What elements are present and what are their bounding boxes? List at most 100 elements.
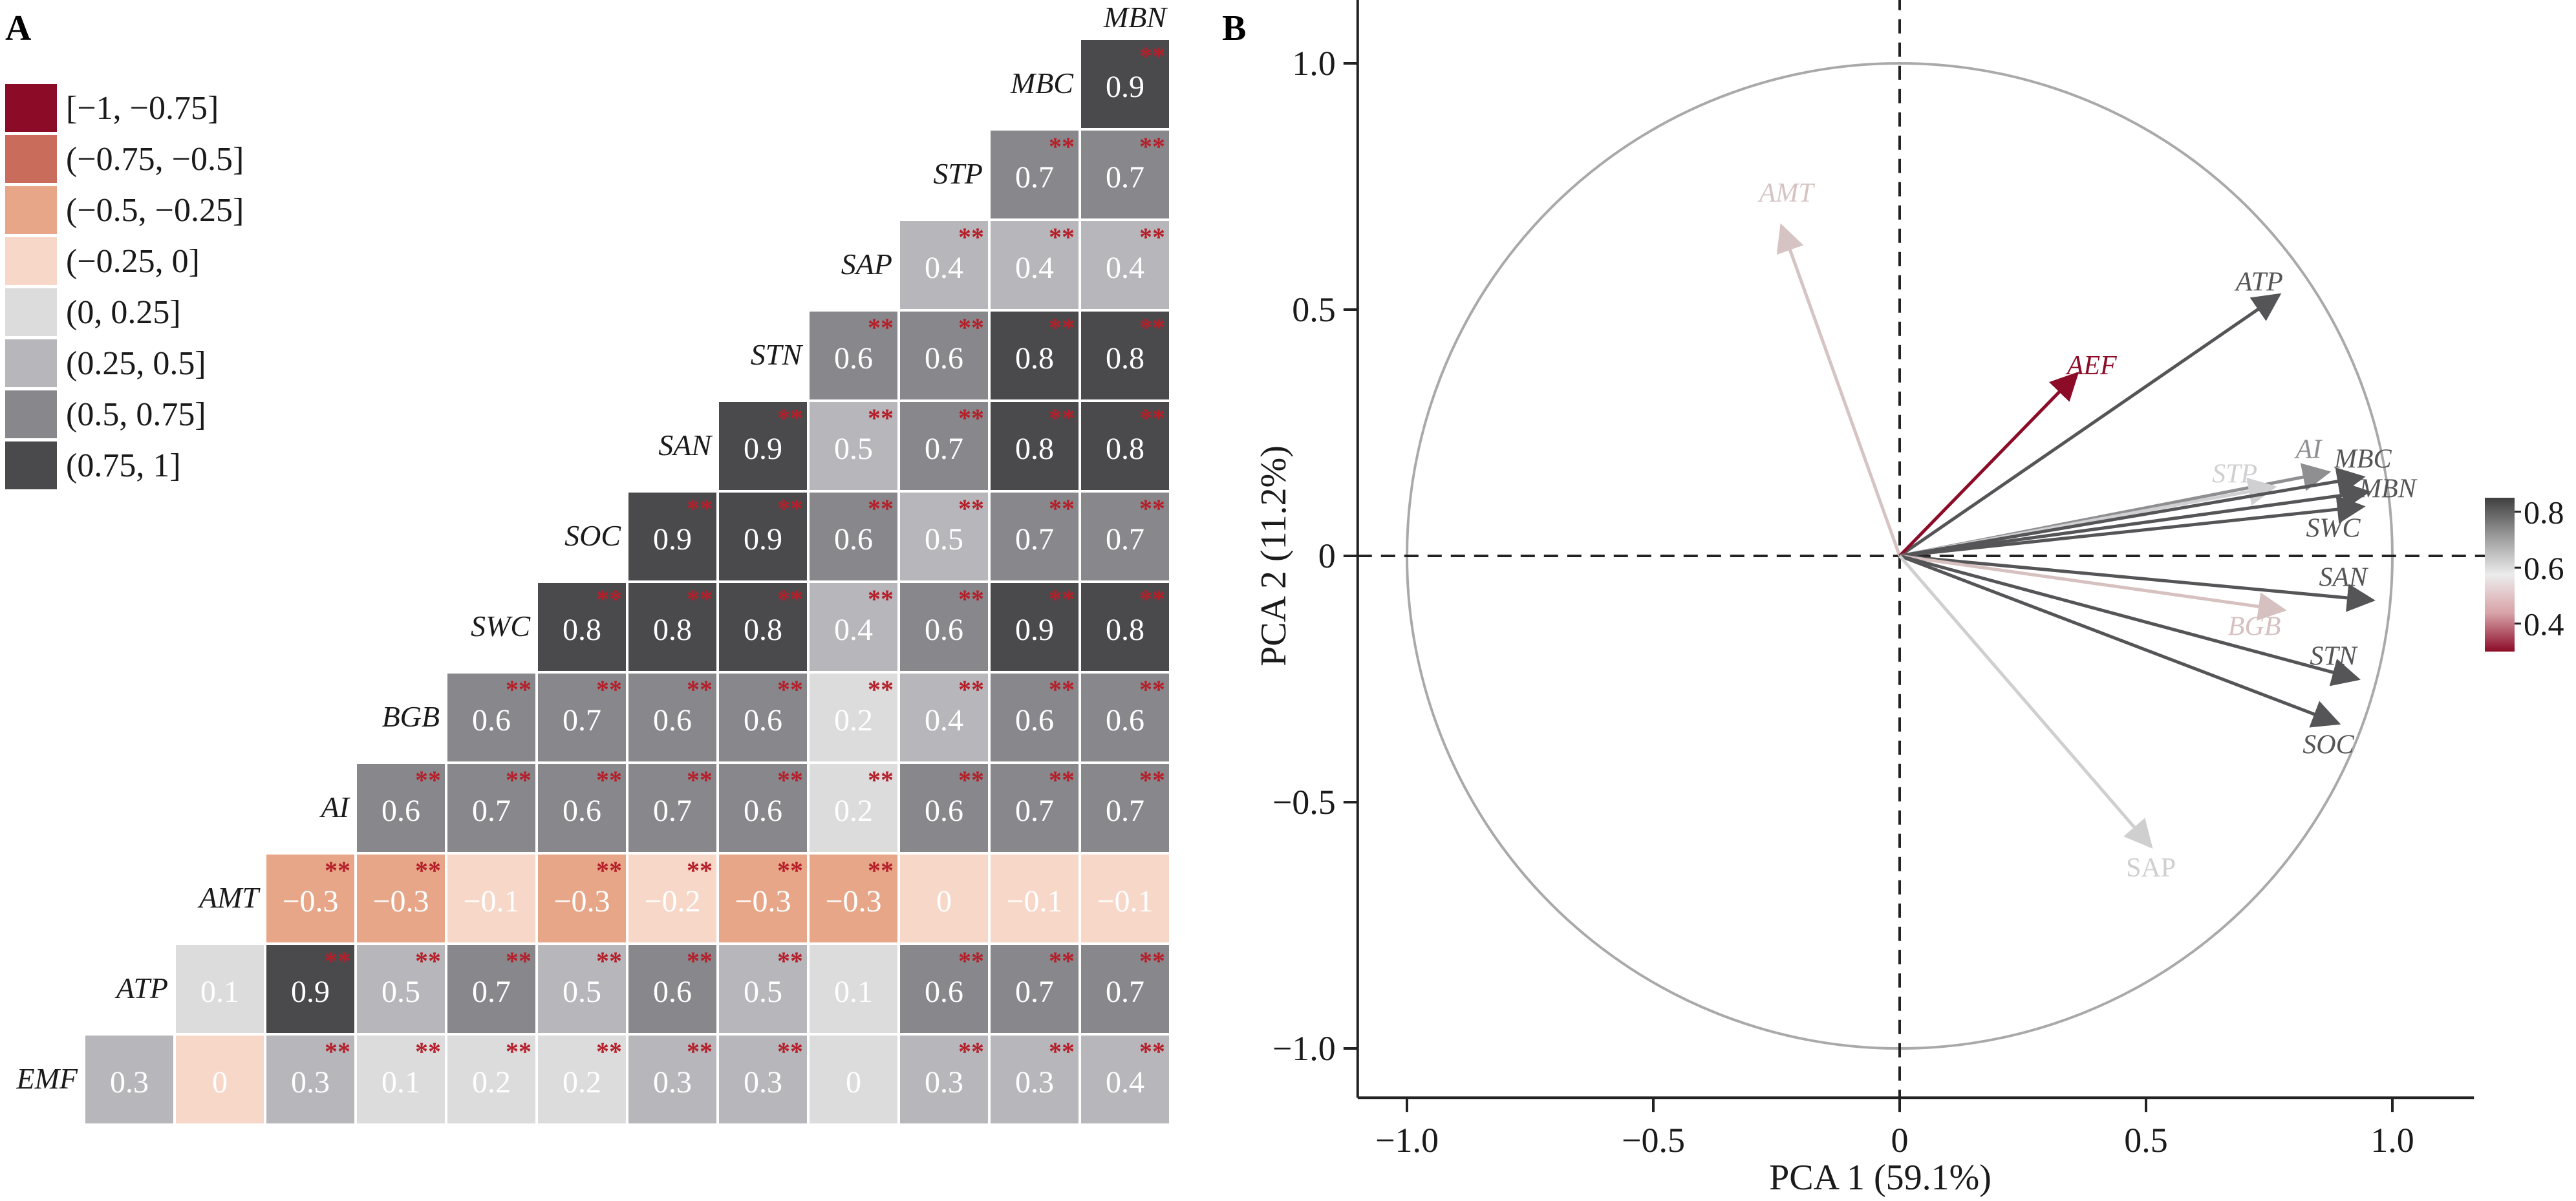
heatmap-cell-ai-stp — [988, 761, 1081, 855]
cell-value: 0.6 — [653, 703, 692, 738]
heatmap-cell-swc-mbc — [1079, 580, 1172, 674]
heatmap-cell-bgb-stn — [807, 671, 900, 764]
heatmap-cell-stn-stn — [807, 309, 900, 402]
heatmap-cell-swc-stn — [807, 580, 900, 674]
significance-stars: ** — [415, 856, 441, 885]
significance-stars: ** — [596, 1037, 622, 1066]
vector-arrow — [1899, 554, 2341, 728]
significance-stars: ** — [325, 946, 350, 975]
heatmap-cell-san-sap — [897, 399, 991, 493]
heatmap-legend: [−1, −0.75] (−0.75, −0.5] (−0.5, −0.25] (−0… — [5, 84, 244, 489]
heatmap-cell-sap-stp — [988, 218, 1081, 312]
significance-stars: ** — [1139, 41, 1165, 70]
legend-entry: (−0.5, −0.25] — [66, 192, 244, 229]
heatmap-cell-mbc-mbc — [1079, 37, 1172, 131]
heatmap-cell-sap-mbc — [1079, 218, 1172, 312]
cell-value: 0.4 — [1106, 1065, 1144, 1100]
colorbar-gradient — [2485, 498, 2515, 652]
legend-entry: (0, 0.25] — [66, 294, 181, 331]
cell-value: 0.7 — [1106, 975, 1144, 1009]
cell-value: 0 — [936, 884, 952, 919]
cell-value: 0.2 — [834, 703, 873, 738]
pca-vector-soc: SOC — [1899, 554, 2355, 760]
significance-stars: ** — [1139, 132, 1165, 161]
cell-value: 0.3 — [744, 1065, 782, 1100]
cell-value: 0.6 — [925, 794, 963, 828]
vector-label: STN — [2310, 641, 2357, 671]
y-axis-title: PCA 2 (11.2%) — [1254, 445, 1294, 666]
row-label-soc: SOC — [564, 519, 621, 552]
cell-value: 0.7 — [1015, 160, 1054, 195]
vector-arrow — [1899, 554, 2376, 612]
cell-value: 0.8 — [563, 613, 601, 647]
legend-entry: (0.25, 0.5] — [66, 345, 206, 382]
significance-stars: ** — [868, 313, 894, 342]
significance-stars: ** — [777, 584, 803, 613]
panel-b-pca-biplot: B −1.0 −0.5 0 0.5 1.0 −1.0 −0.5 0 0.5 1.0 PCA 1 (59… — [1222, 0, 2564, 1198]
significance-stars: ** — [777, 765, 803, 794]
significance-stars: ** — [868, 403, 894, 432]
heatmap-cell-emf-atp — [173, 1033, 266, 1126]
vector-label: ATP — [2234, 267, 2283, 297]
row-label-san: SAN — [658, 429, 713, 462]
cell-value: 0.6 — [563, 794, 601, 828]
heatmap-cell-swc-sap — [897, 580, 991, 674]
column-label-mbn: MBN — [1103, 1, 1168, 34]
heatmap-cell-atp-mbc — [1079, 942, 1172, 1036]
heatmap-row-bgb: BGB 0.6**0.7**0.6**0.6**0.2**0.4**0.6**0.… — [382, 671, 1172, 764]
y-tick-label: 1.0 — [1292, 44, 1336, 83]
vector-label: SWC — [2306, 513, 2361, 543]
heatmap-cell-swc-swc — [535, 580, 628, 674]
pca-vector-atp: ATP — [1898, 267, 2283, 558]
vector-label: STP — [2212, 459, 2257, 489]
cell-value: 0.1 — [200, 975, 239, 1009]
significance-stars: ** — [506, 765, 531, 794]
heatmap-cell-ai-san — [716, 761, 810, 855]
significance-stars: ** — [777, 675, 803, 704]
cell-value: 0.5 — [381, 975, 420, 1009]
heatmap-cell-sap-sap — [897, 218, 991, 312]
significance-stars: ** — [777, 946, 803, 975]
significance-stars: ** — [958, 313, 984, 342]
legend-entry: (−0.75, −0.5] — [66, 141, 244, 178]
heatmap-row-stn: STN 0.6**0.6**0.8**0.8** — [751, 309, 1172, 402]
legend-swatch — [5, 339, 57, 387]
significance-stars: ** — [1049, 132, 1075, 161]
significance-stars: ** — [325, 856, 350, 885]
legend-entry: [−1, −0.75] — [66, 90, 219, 127]
x-tick-label: 1.0 — [2370, 1121, 2414, 1160]
significance-stars: ** — [1049, 765, 1075, 794]
y-tick-label: 0 — [1318, 537, 1336, 575]
heatmap-row-amt: AMT −0.3**−0.3**−0.1 −0.3**−0.2**−0.3**−0.… — [197, 852, 1172, 945]
cell-value: 0.6 — [834, 522, 873, 557]
heatmap-cell-atp-atp — [173, 942, 266, 1036]
x-tick-label: 0.5 — [2124, 1121, 2168, 1160]
cell-value: 0.5 — [744, 975, 782, 1009]
cell-value: 0.7 — [925, 432, 963, 466]
heatmap-cell-ai-swc — [535, 761, 628, 855]
cell-value: 0.6 — [925, 613, 963, 647]
cell-value: 0.8 — [1106, 432, 1144, 466]
vector-label: SAP — [2126, 853, 2176, 883]
heatmap-cell-soc-san — [716, 490, 810, 583]
row-label-bgb: BGB — [382, 700, 440, 733]
cell-value: 0.7 — [1015, 975, 1054, 1009]
cell-value: −0.3 — [282, 884, 338, 919]
heatmap-cell-amt-swc — [535, 852, 628, 945]
pca-vector-swc: SWC — [1899, 495, 2366, 558]
significance-stars: ** — [868, 494, 894, 523]
row-label-swc: SWC — [471, 610, 531, 643]
significance-stars: ** — [687, 675, 713, 704]
panel-b-label: B — [1222, 8, 1246, 48]
legend-entry: (0.75, 1] — [66, 447, 181, 484]
vector-label: AMT — [1757, 178, 1816, 208]
cell-value: 0.8 — [1106, 341, 1144, 376]
significance-stars: ** — [325, 1037, 350, 1066]
vector-arrow — [1899, 481, 2371, 558]
significance-stars: ** — [958, 1037, 984, 1066]
cell-value: 0.6 — [472, 703, 511, 738]
heatmap-cell-amt-soc — [626, 852, 719, 945]
x-tick-label: 0 — [1891, 1121, 1909, 1160]
panel-a-label: A — [5, 8, 32, 48]
cell-value: 0.6 — [653, 975, 692, 1009]
